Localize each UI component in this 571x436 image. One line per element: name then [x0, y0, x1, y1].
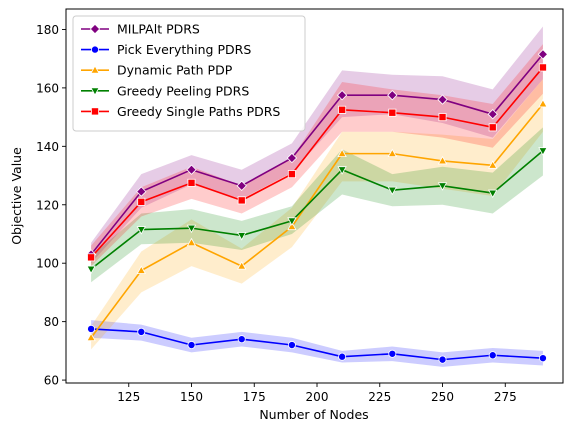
x-axis: 125 150 175 200 225 250 275 [117, 383, 517, 404]
line-series-2 [90, 103, 544, 339]
point-series-3-3 [237, 232, 247, 241]
point-series-1-5 [338, 352, 347, 361]
point-series-0-4 [286, 152, 298, 164]
point-series-3-6 [387, 186, 397, 196]
point-series-1-0 [87, 324, 96, 333]
legend-label-4: Greedy Single Paths PDRS [117, 104, 280, 119]
x-tick-label-0: 125 [117, 390, 140, 404]
point-series-4-5 [338, 105, 347, 114]
y-tick-label-0: 60 [44, 374, 59, 388]
point-series-1-2 [187, 341, 196, 350]
legend-label-3: Greedy Peeling PDRS [117, 83, 249, 98]
point-series-0-3 [236, 180, 247, 191]
point-series-0-1 [136, 186, 147, 197]
point-series-4-8 [488, 123, 497, 132]
band-series-1 [91, 320, 543, 367]
y-tick-label-1: 80 [44, 315, 59, 329]
line-series-4 [90, 66, 544, 258]
y-tick-label-4: 140 [36, 140, 59, 154]
point-series-3-7 [437, 182, 448, 191]
point-series-1-8 [488, 351, 497, 360]
y-tick-label-2: 100 [36, 257, 59, 271]
point-series-2-0 [86, 332, 96, 342]
point-series-4-7 [438, 113, 447, 122]
point-series-1-6 [388, 349, 397, 358]
point-series-3-0 [86, 265, 96, 275]
x-tick-label-2: 175 [243, 390, 266, 404]
legend-label-2: Dynamic Path PDP [117, 63, 233, 78]
x-tick-label-3: 200 [306, 390, 329, 404]
point-series-4-0 [87, 253, 96, 262]
point-series-2-4 [287, 221, 297, 231]
point-series-1-9 [538, 354, 547, 363]
point-series-4-4 [287, 170, 296, 179]
line-series-0 [90, 53, 544, 255]
y-tick-label-5: 160 [36, 81, 59, 95]
point-series-1-7 [438, 355, 447, 364]
point-series-3-8 [488, 189, 498, 199]
band-series-4 [91, 44, 543, 267]
point-series-1-4 [287, 341, 296, 350]
point-series-3-5 [337, 166, 347, 175]
series-markers [85, 49, 549, 364]
point-series-2-2 [186, 237, 197, 247]
legend-marker-4 [91, 107, 100, 116]
point-series-0-7 [437, 94, 448, 105]
x-tick-label-5: 250 [431, 390, 454, 404]
legend-marker-3 [90, 87, 100, 96]
x-tick-label-1: 150 [180, 390, 203, 404]
confidence-bands [91, 26, 543, 367]
legend-marker-0 [89, 23, 101, 35]
band-series-0 [91, 26, 543, 264]
point-series-3-2 [186, 224, 197, 234]
point-series-2-8 [488, 160, 498, 169]
x-tick-label-6: 275 [494, 390, 517, 404]
point-series-1-1 [137, 327, 146, 336]
band-series-2 [91, 79, 543, 350]
legend: MILPAlt PDRS Pick Everything PDRS Dynamic … [72, 15, 306, 132]
point-series-4-3 [237, 196, 246, 205]
point-series-2-7 [437, 155, 448, 165]
legend-marker-1 [91, 45, 100, 54]
legend-box [72, 15, 306, 132]
legend-label-0: MILPAlt PDRS [117, 22, 200, 37]
line-series-3 [90, 150, 544, 270]
point-series-2-1 [136, 265, 146, 274]
point-series-1-3 [237, 335, 246, 344]
point-series-3-4 [287, 217, 297, 226]
y-axis: 60 80 100 120 140 160 180 [36, 23, 66, 388]
point-series-4-2 [187, 178, 196, 187]
x-axis-label: Number of Nodes [259, 407, 368, 422]
point-series-2-6 [387, 148, 397, 158]
plot-frame [65, 8, 564, 384]
series-lines [90, 53, 544, 361]
legend-marker-2 [90, 65, 100, 74]
y-tick-label-6: 180 [36, 23, 59, 37]
line-series-1 [91, 328, 543, 361]
point-series-0-2 [186, 164, 197, 175]
point-series-0-5 [336, 90, 348, 101]
point-series-2-9 [538, 98, 548, 108]
point-series-0-6 [387, 90, 398, 101]
y-tick-label-3: 120 [36, 198, 59, 212]
band-series-3 [91, 127, 543, 283]
point-series-3-9 [538, 147, 548, 156]
point-series-4-9 [538, 63, 547, 72]
point-series-0-8 [487, 109, 498, 120]
y-axis-label: Objective Value [9, 147, 24, 245]
point-series-2-5 [337, 148, 347, 158]
point-series-4-6 [388, 108, 397, 117]
point-series-4-1 [137, 197, 146, 206]
x-tick-label-4: 225 [368, 390, 391, 404]
legend-label-1: Pick Everything PDRS [117, 42, 251, 57]
point-series-2-3 [237, 261, 247, 270]
point-series-0-9 [537, 49, 549, 60]
point-series-3-1 [136, 226, 146, 235]
